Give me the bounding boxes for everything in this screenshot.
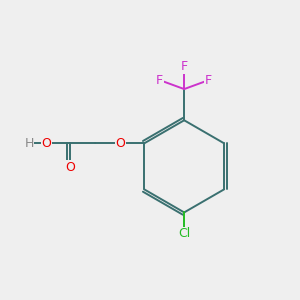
Text: F: F bbox=[205, 74, 212, 87]
Text: O: O bbox=[116, 137, 125, 150]
Text: O: O bbox=[65, 160, 75, 174]
Text: F: F bbox=[156, 74, 164, 87]
Text: Cl: Cl bbox=[178, 227, 190, 240]
Text: H: H bbox=[24, 137, 34, 150]
Text: O: O bbox=[41, 137, 51, 150]
Text: F: F bbox=[181, 60, 188, 73]
